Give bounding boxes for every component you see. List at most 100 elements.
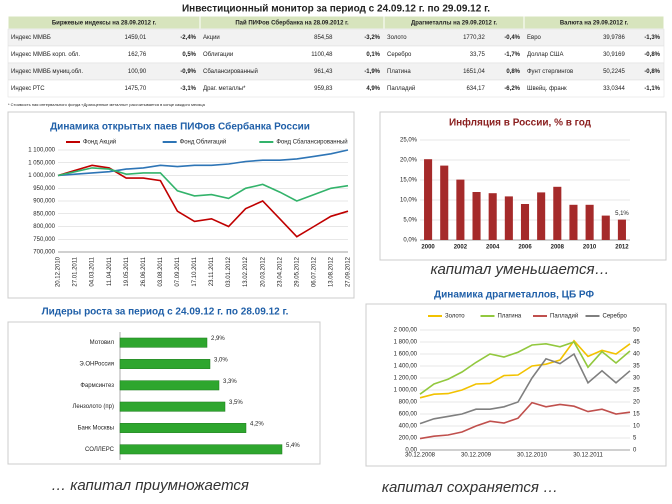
value: 959,83 — [314, 86, 333, 92]
y-tick-label: 800,00 — [399, 400, 418, 406]
change: -0,9% — [180, 69, 196, 75]
row-label: Доллар США — [527, 52, 564, 58]
change: 0,8% — [506, 69, 520, 75]
x-tick-label: 2000 — [421, 245, 435, 251]
y2-tick-label: 35 — [633, 364, 640, 370]
value: 1475,70 — [125, 86, 147, 92]
bar — [472, 192, 481, 240]
change: -0,8% — [644, 69, 660, 75]
x-tick-label: 17.10.2011 — [192, 256, 198, 286]
value: 162,76 — [128, 52, 147, 58]
change: -6,2% — [504, 86, 520, 92]
chart-title: Инфляция в России, % в год — [449, 117, 592, 129]
bar — [119, 444, 283, 455]
change: -0,4% — [504, 35, 520, 41]
x-tick-label: 23.11.2011 — [209, 256, 215, 286]
category-label: Э.ОНРоссия — [79, 362, 114, 368]
y-tick-label: 1 800,00 — [394, 340, 418, 346]
bar — [119, 337, 208, 348]
y2-tick-label: 5 — [633, 436, 637, 442]
table-header: Валюта на 29.09.2012 г. — [560, 21, 629, 27]
y-tick-label: 20,0% — [400, 158, 418, 164]
row-label: Индекс ММВБ — [11, 35, 51, 41]
change: 4,9% — [366, 86, 380, 92]
series-line — [419, 352, 631, 425]
change: 0,1% — [366, 52, 380, 58]
x-tick-label: 27.01.2011 — [73, 256, 79, 286]
x-tick-label: 27.09.2012 — [346, 256, 352, 287]
x-tick-label: 07.09.2011 — [175, 256, 181, 286]
change: -1,9% — [364, 69, 380, 75]
value-label: 3,0% — [214, 358, 228, 364]
legend-label: Палладий — [550, 313, 578, 320]
series-line — [57, 164, 349, 238]
x-tick-label: 30.12.2008 — [405, 453, 436, 459]
value: 50,2245 — [603, 69, 625, 75]
change: -0,8% — [644, 52, 660, 58]
bar — [424, 159, 433, 240]
series-line — [57, 149, 349, 177]
x-tick-label: 30.12.2009 — [461, 453, 492, 459]
y-tick-label: 5,0% — [403, 218, 417, 224]
row-label: Индекс ММВБ корп. обл. — [11, 52, 80, 58]
bar — [617, 219, 626, 240]
change: -3,1% — [180, 86, 196, 92]
bar — [553, 186, 562, 240]
value: 1651,04 — [463, 69, 485, 75]
change: -1,7% — [504, 52, 520, 58]
value: 634,17 — [466, 86, 485, 92]
legend-label: Золото — [445, 314, 465, 320]
y2-tick-label: 25 — [633, 388, 640, 394]
x-tick-label: 03.08.2011 — [158, 256, 164, 286]
bar — [585, 204, 594, 240]
bar — [537, 192, 546, 240]
x-tick-label: 2008 — [551, 245, 565, 251]
y2-tick-label: 45 — [633, 340, 640, 346]
value: 30,9169 — [603, 52, 625, 58]
x-tick-label: 30.12.2010 — [517, 453, 548, 459]
x-tick-label: 20.03.2012 — [260, 256, 266, 287]
x-tick-label: 26.06.2011 — [141, 256, 147, 286]
panel — [7, 111, 355, 299]
row-label: Золото — [387, 35, 407, 41]
legend-label: Фонд Сбалансированный — [276, 139, 347, 146]
chart-title: Лидеры роста за период с 24.09.12 г. по … — [42, 307, 289, 318]
category-label: СОЛЛЕРС — [85, 447, 115, 453]
y2-tick-label: 0 — [633, 448, 637, 454]
x-tick-label: 2010 — [583, 245, 597, 251]
bar — [456, 179, 465, 240]
bar — [119, 380, 220, 391]
y-tick-label: 15,0% — [400, 178, 418, 184]
y2-tick-label: 50 — [633, 328, 640, 334]
caption: капитал уменьшается… — [430, 261, 609, 278]
bar — [504, 196, 513, 240]
x-tick-label: 2004 — [486, 245, 500, 251]
y2-tick-label: 10 — [633, 424, 640, 430]
y-tick-label: 10,0% — [400, 198, 418, 204]
x-tick-label: 04.03.2011 — [90, 256, 96, 286]
x-tick-label: 2012 — [615, 245, 629, 251]
bar — [488, 193, 497, 240]
y-tick-label: 1 050,000 — [28, 160, 55, 166]
y2-tick-label: 30 — [633, 376, 640, 382]
y2-tick-label: 20 — [633, 400, 640, 406]
value: 33,75 — [470, 52, 486, 58]
table-header: Драгметаллы на 29.09.2012 г. — [411, 21, 497, 27]
y-tick-label: 1 400,00 — [394, 364, 418, 370]
value: 854,58 — [314, 35, 333, 41]
table-row — [7, 45, 665, 64]
y-tick-label: 25,0% — [400, 138, 418, 144]
footnote: * Стоимость пая интервального фонда «Дра… — [8, 102, 206, 107]
change: -1,3% — [644, 35, 660, 41]
panel — [7, 321, 321, 465]
y-tick-label: 1 600,00 — [394, 352, 418, 358]
caption: капитал сохраняется … — [382, 479, 558, 496]
y-tick-label: 600,00 — [399, 412, 418, 418]
y-tick-label: 1 000,000 — [28, 173, 55, 179]
panel — [365, 303, 667, 467]
bar — [119, 423, 247, 433]
category-label: Банк Москвы — [78, 426, 114, 432]
value: 961,43 — [314, 69, 333, 75]
series-line — [419, 341, 631, 395]
row-label: Индекс ММВБ муниц.обл. — [11, 69, 83, 75]
